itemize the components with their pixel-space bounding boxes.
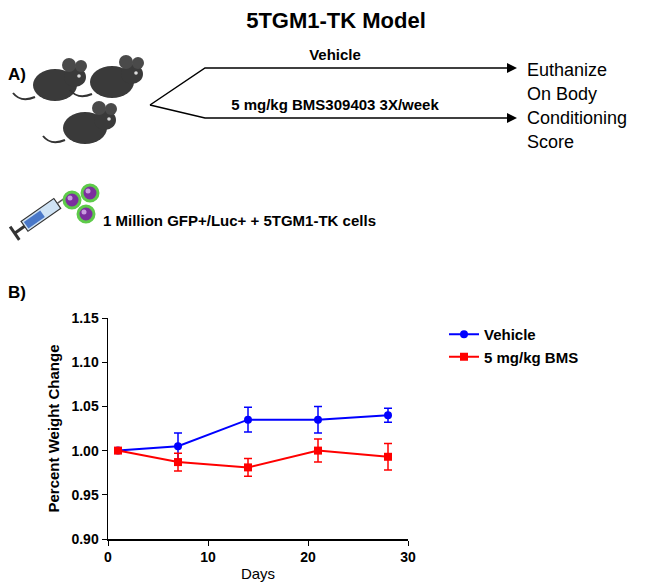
svg-text:Score: Score [527,132,574,152]
svg-text:Vehicle: Vehicle [484,326,536,343]
svg-text:0: 0 [104,549,112,565]
svg-text:Euthanize: Euthanize [527,60,607,80]
svg-text:0.90: 0.90 [71,531,98,547]
svg-text:5TGM1-TK Model: 5TGM1-TK Model [246,8,426,33]
svg-text:Percent Weight Change: Percent Weight Change [45,344,62,512]
svg-text:1.05: 1.05 [71,398,98,414]
svg-text:5 mg/kg BMS309403 3X/week: 5 mg/kg BMS309403 3X/week [231,96,439,113]
svg-text:1.00: 1.00 [71,443,98,459]
svg-text:0.95: 0.95 [71,487,98,503]
svg-text:1 Million GFP+/Luc+ + 5TGM1-TK: 1 Million GFP+/Luc+ + 5TGM1-TK cells [103,212,376,229]
svg-text:B): B) [8,283,26,302]
svg-text:Conditioning: Conditioning [527,108,627,128]
svg-text:30: 30 [400,549,416,565]
svg-text:5 mg/kg BMS: 5 mg/kg BMS [484,349,578,366]
svg-text:1.10: 1.10 [71,354,98,370]
svg-text:20: 20 [300,549,316,565]
svg-text:1.15: 1.15 [71,310,98,326]
svg-text:On Body: On Body [527,84,597,104]
svg-text:Days: Days [241,565,275,582]
svg-text:10: 10 [200,549,216,565]
svg-text:A): A) [8,65,26,84]
svg-text:Vehicle: Vehicle [309,46,361,63]
